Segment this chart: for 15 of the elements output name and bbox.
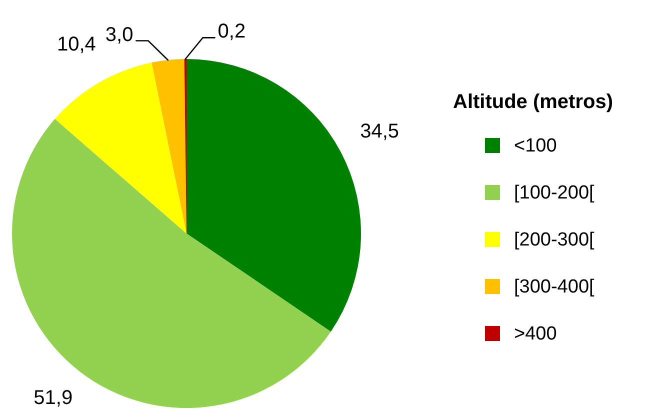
pie-slice [54, 62, 186, 234]
legend-label: <100 [514, 136, 557, 156]
data-label: 0,2 [218, 20, 246, 43]
legend-label: [300-400[ [514, 276, 596, 298]
legend-title: Altitude (metros) [453, 91, 613, 113]
pie-slice [152, 59, 186, 234]
pie-slice [186, 59, 361, 332]
legend-label: >400 [514, 324, 557, 344]
data-label: 3,0 [105, 24, 134, 46]
data-label: 10,4 [56, 34, 96, 56]
data-label: 34,5 [360, 120, 400, 142]
legend-label: [200-300[ [514, 230, 596, 250]
data-label: 51,9 [34, 387, 73, 409]
legend-label: [100-200[ [514, 182, 596, 204]
pie-slice [12, 118, 331, 408]
